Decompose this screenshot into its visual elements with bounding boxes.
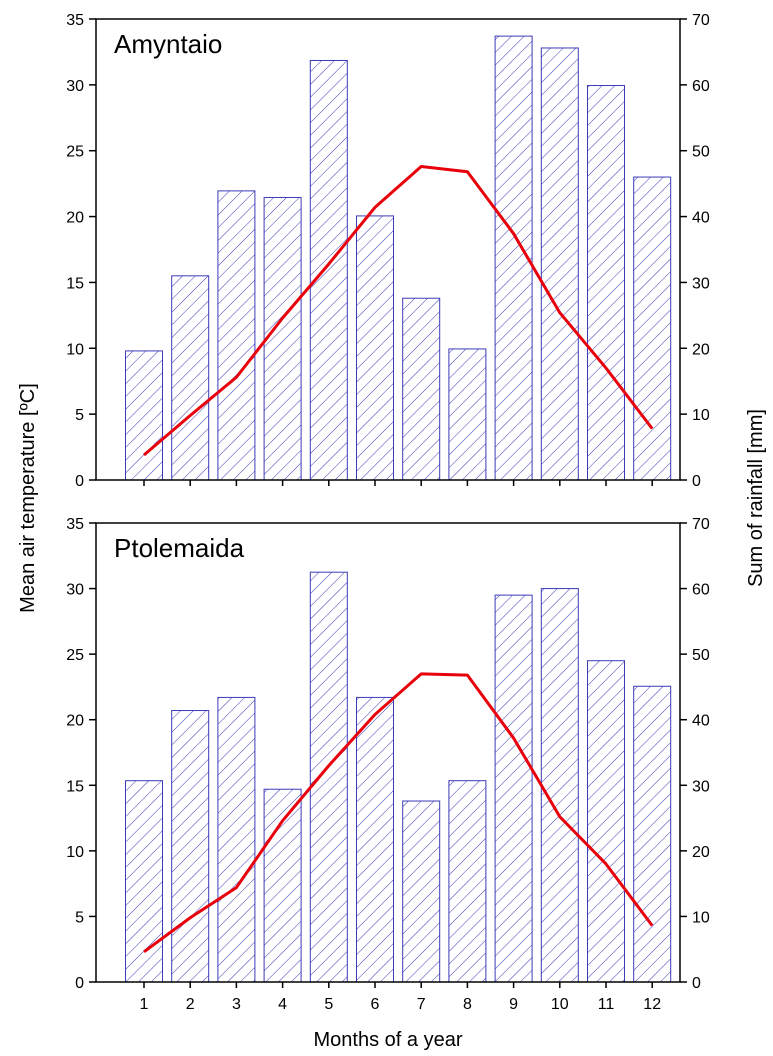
left-tick-label: 10 [66,341,84,358]
x-tick-label: 10 [551,996,569,1013]
rainfall-bar [540,588,579,983]
panel-title: Amyntaio [114,29,222,59]
rainfall-bar [448,780,487,983]
right-tick-label: 20 [692,844,710,861]
left-axis-title: Mean air temperature [ºC] [17,383,39,613]
right-tick-label: 10 [692,909,710,926]
left-tick-label: 0 [75,473,84,490]
left-tick-label: 30 [66,582,84,599]
rainfall-bar [494,594,533,983]
rainfall-bar [263,788,302,983]
left-tick-label: 5 [75,407,84,424]
panel-amyntaio: 0 5 10 15 20 25 30 35 0 10 20 30 40 50 60 70 Amyntaio [66,12,710,490]
right-tick-label: 0 [692,975,701,992]
rainfall-bar [448,348,487,481]
rainfall-bar [356,215,394,481]
rainfall-bar [356,696,394,983]
left-tick-label: 10 [66,844,84,861]
x-tick-label: 12 [643,996,661,1013]
plot-frame [95,522,681,983]
right-tick-label: 70 [692,516,710,533]
left-tick-label: 35 [66,12,84,29]
temperature-line [143,165,654,457]
right-axis-title: Sum of rainfall [mm] [745,409,767,587]
x-tick-label: 4 [278,996,287,1013]
right-tick-label: 70 [692,12,710,29]
right-tick-label: 60 [692,582,710,599]
rainfall-bar [587,85,625,481]
rainfall-bar [309,59,348,481]
x-tick-label: 5 [324,996,333,1013]
rainfall-bar [171,710,210,983]
right-tick-label: 50 [692,144,710,161]
x-tick-label: 8 [463,996,472,1013]
right-tick-label: 20 [692,341,710,358]
rainfall-bar [494,35,533,481]
right-tick-label: 30 [692,275,710,292]
rainfall-bar [402,800,441,983]
rainfall-bar [125,350,163,481]
x-tick-label: 7 [417,996,426,1013]
left-tick-label: 20 [66,210,84,227]
right-tick-label: 30 [692,778,710,795]
panel-title: Ptolemaida [114,533,245,563]
left-tick-label: 20 [66,713,84,730]
left-tick-label: 0 [75,975,84,992]
rainfall-bar [540,47,579,481]
right-tick-label: 40 [692,210,710,227]
left-tick-label: 15 [66,778,84,795]
right-tick-label: 60 [692,78,710,95]
left-tick-label: 5 [75,909,84,926]
rainfall-bar [217,696,256,983]
x-tick-label: 2 [186,996,195,1013]
x-tick-label: 1 [140,996,149,1013]
x-tick-label: 11 [598,996,615,1013]
right-tick-label: 50 [692,647,710,664]
left-tick-label: 15 [66,275,84,292]
rainfall-bar [171,275,210,481]
temperature-line [143,672,654,954]
right-tick-label: 0 [692,473,701,490]
x-tick-label: 6 [371,996,380,1013]
rainfall-bar [309,571,348,983]
rainfall-bar [587,660,625,983]
rainfall-bar [633,685,672,983]
left-tick-label: 35 [66,516,84,533]
left-tick-label: 25 [66,144,84,161]
rainfall-bar [217,190,256,481]
x-tick-label: 3 [232,996,241,1013]
rainfall-bar [633,176,672,481]
rainfall-bar [402,297,441,481]
left-tick-label: 25 [66,647,84,664]
left-tick-label: 30 [66,78,84,95]
rainfall-bar [263,196,302,481]
right-tick-label: 40 [692,713,710,730]
plot-frame [95,18,681,481]
x-axis-title: Months of a year [314,1029,463,1051]
right-tick-label: 10 [692,407,710,424]
x-tick-label: 9 [509,996,518,1013]
